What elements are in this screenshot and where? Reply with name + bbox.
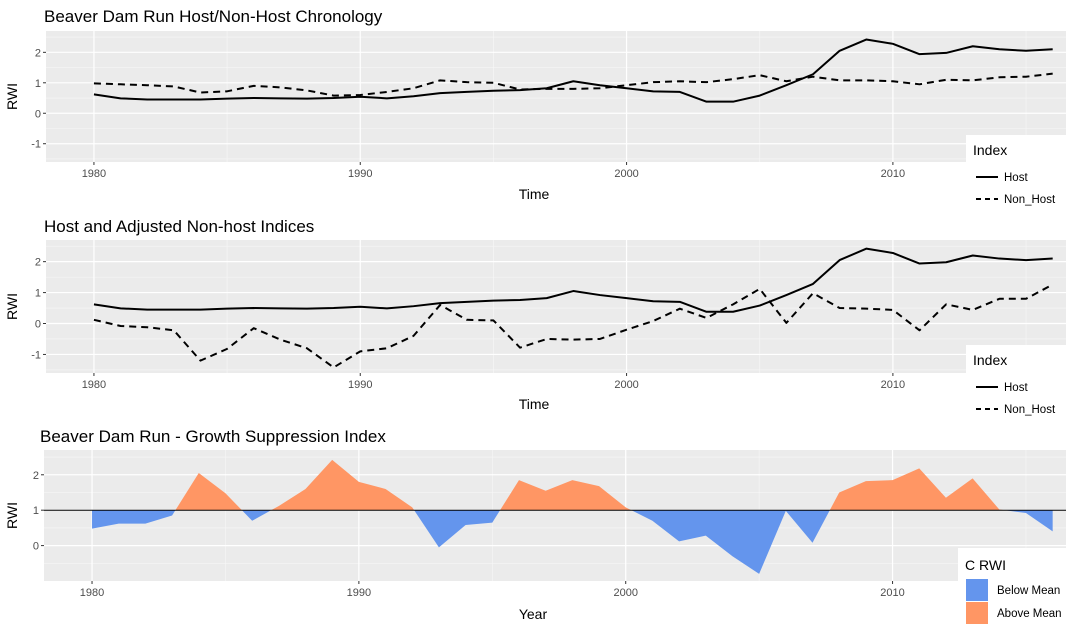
y-tick-label: -1	[31, 349, 41, 361]
y-tick-label: 0	[35, 319, 41, 331]
x-axis-label: Time	[519, 396, 550, 412]
legend: C RWI Below Mean Above Mean	[958, 548, 1066, 628]
legend: Index Host Non_Host	[966, 135, 1066, 215]
y-tick-label: 2	[33, 470, 39, 482]
axes: 1980 1990 2000 2010 -1 0 1 2	[31, 257, 905, 391]
legend-title: Index	[973, 142, 1007, 158]
plot-background	[44, 450, 1066, 581]
legend-label: Above Mean	[997, 608, 1062, 620]
legend-label: Non_Host	[1004, 404, 1056, 416]
series-line-non-host	[93, 72, 1053, 97]
legend-label: Non_Host	[1004, 194, 1056, 206]
y-axis-label: RWI	[4, 83, 20, 110]
x-tick-label: 2010	[880, 587, 904, 599]
y-tick-label: -1	[31, 139, 41, 151]
axes: 1980 1990 2000 2010 -1 0 1 2	[31, 47, 905, 180]
area-above-mean	[175, 459, 1005, 511]
x-axis-label: Time	[519, 186, 550, 202]
y-tick-label: 1	[33, 505, 39, 517]
x-tick-label: 2000	[613, 587, 637, 599]
legend-label: Below Mean	[997, 585, 1060, 597]
y-tick-label: 0	[33, 541, 39, 553]
series-line-host	[93, 38, 1053, 103]
legend-label: Host	[1004, 172, 1028, 184]
series-line-non-host	[93, 283, 1054, 369]
x-tick-label: 1980	[82, 168, 106, 180]
chart-3: 1980 1990 2000 2010 0 1 2 Beaver Dam Run - Grow…	[4, 427, 1066, 628]
y-axis-label: RWI	[4, 502, 20, 529]
x-tick-label: 2010	[881, 379, 905, 391]
legend-key-below-mean	[966, 579, 988, 601]
y-tick-label: 2	[35, 257, 41, 269]
x-tick-label: 2000	[614, 168, 638, 180]
legend-title: Index	[973, 352, 1007, 368]
x-tick-label: 1990	[348, 168, 372, 180]
x-tick-label: 2010	[881, 168, 905, 180]
x-tick-label: 1980	[80, 587, 104, 599]
chart-title: Beaver Dam Run - Growth Suppression Inde…	[40, 427, 386, 446]
chart-title: Host and Adjusted Non-host Indices	[44, 217, 314, 236]
chart-2: 1980 1990 2000 2010 -1 0 1 2 Host and Adjusted N…	[4, 217, 1066, 425]
y-axis-label: RWI	[4, 293, 20, 320]
x-tick-label: 1990	[347, 587, 371, 599]
area-below-mean	[92, 510, 1053, 574]
chart-title: Beaver Dam Run Host/Non-Host Chronology	[44, 7, 383, 26]
x-tick-label: 1990	[348, 379, 372, 391]
series-line-host	[93, 247, 1053, 313]
x-tick-label: 1980	[82, 379, 106, 391]
x-axis-label: Year	[519, 606, 548, 622]
y-tick-label: 2	[35, 47, 41, 59]
y-tick-label: 1	[35, 288, 41, 300]
legend-title: C RWI	[965, 557, 1006, 573]
y-tick-label: 1	[35, 78, 41, 90]
y-tick-label: 0	[35, 108, 41, 120]
legend-key-above-mean	[966, 602, 988, 624]
chart-1: 1980 1990 2000 2010 -1 0 1 2 Beaver Dam Run Host…	[4, 7, 1066, 215]
axes: 1980 1990 2000 2010 0 1 2	[33, 470, 905, 599]
legend-background	[966, 345, 1066, 425]
legend: Index Host Non_Host	[966, 345, 1066, 425]
legend-background	[966, 135, 1066, 215]
legend-label: Host	[1004, 382, 1028, 394]
x-tick-label: 2000	[614, 379, 638, 391]
